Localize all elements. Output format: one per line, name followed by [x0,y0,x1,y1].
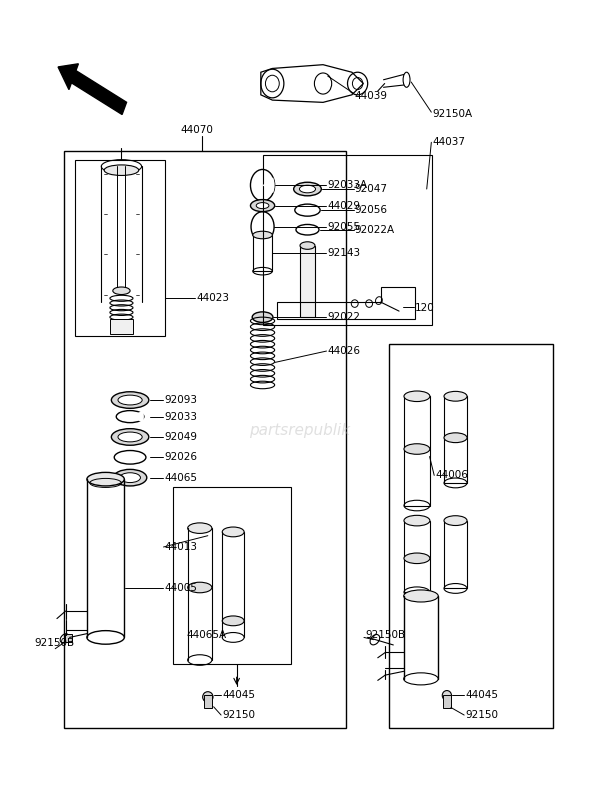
Text: 92033: 92033 [164,411,197,422]
Ellipse shape [104,165,139,176]
Wedge shape [263,177,275,193]
Text: 92022: 92022 [328,312,361,322]
Bar [76,160,164,336]
Text: 92022A: 92022A [355,225,395,235]
Text: 92143: 92143 [328,248,361,258]
Bar [404,396,430,506]
Bar [444,396,467,483]
Ellipse shape [442,691,451,700]
Bar [300,246,315,317]
Ellipse shape [222,616,244,626]
Text: 92150B: 92150B [365,630,405,640]
Text: 92093: 92093 [164,395,197,405]
Text: 44045: 44045 [466,691,499,700]
Ellipse shape [188,523,212,534]
Text: 92150: 92150 [466,710,499,720]
FancyArrow shape [58,64,127,115]
Ellipse shape [203,692,213,703]
Bar [263,155,433,325]
Text: 44045: 44045 [222,691,255,700]
Ellipse shape [113,469,147,486]
Text: 92047: 92047 [355,184,388,194]
Ellipse shape [404,391,430,402]
Text: 44065A: 44065A [186,630,226,640]
Bar [404,520,430,592]
Text: 44039: 44039 [355,91,388,101]
Text: 44026: 44026 [328,346,361,356]
Text: 92026: 92026 [164,452,197,462]
Text: partsrepublik: partsrepublik [250,422,350,438]
Text: 92150B: 92150B [34,637,74,648]
Ellipse shape [250,199,275,212]
Ellipse shape [404,553,430,564]
Bar [64,152,346,728]
Text: 44029: 44029 [328,201,361,210]
Text: 44023: 44023 [196,294,229,303]
Ellipse shape [444,433,467,443]
Bar [65,634,72,642]
Bar [204,696,212,707]
Ellipse shape [112,392,149,408]
Text: 92150: 92150 [222,710,255,720]
Ellipse shape [222,527,244,537]
Ellipse shape [87,473,124,486]
Ellipse shape [120,473,140,483]
Bar [110,319,133,334]
Ellipse shape [299,185,316,193]
Bar [173,487,292,664]
Text: 44006: 44006 [436,470,468,480]
Ellipse shape [404,590,438,602]
Text: 44070: 44070 [180,126,213,135]
Text: 44037: 44037 [433,137,466,148]
Ellipse shape [404,515,430,526]
Bar [443,696,451,707]
Ellipse shape [188,582,212,593]
Bar [253,235,272,271]
Ellipse shape [253,232,272,239]
Text: 92055: 92055 [328,221,361,232]
Ellipse shape [300,242,315,250]
Text: 92033A: 92033A [328,181,368,190]
Text: 44013: 44013 [164,542,197,552]
Ellipse shape [404,444,430,455]
Text: 120: 120 [415,303,435,313]
Ellipse shape [118,432,142,442]
Ellipse shape [113,287,130,294]
Bar [389,344,553,728]
Ellipse shape [252,312,273,323]
Text: 92049: 92049 [164,432,197,442]
Text: 44065: 44065 [164,473,197,483]
Ellipse shape [112,429,149,445]
Text: 92056: 92056 [355,205,388,215]
Ellipse shape [118,395,142,405]
Wedge shape [130,411,144,423]
Ellipse shape [444,516,467,525]
Ellipse shape [256,203,269,209]
Text: 44005: 44005 [164,583,197,593]
Ellipse shape [444,392,467,401]
Bar [444,520,467,589]
Text: 92150A: 92150A [433,108,473,119]
Ellipse shape [293,182,322,195]
